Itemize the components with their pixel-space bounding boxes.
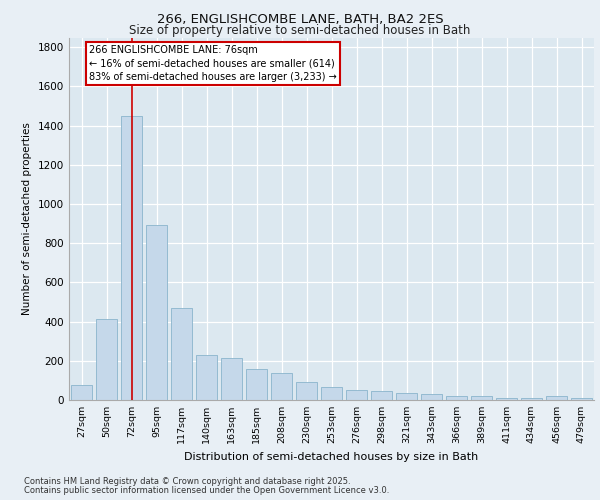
Bar <box>71 386 92 400</box>
Bar <box>321 388 342 400</box>
Text: Size of property relative to semi-detached houses in Bath: Size of property relative to semi-detach… <box>130 24 470 37</box>
Bar <box>221 358 242 400</box>
Bar <box>96 318 117 400</box>
Bar <box>271 372 292 400</box>
X-axis label: Distribution of semi-detached houses by size in Bath: Distribution of semi-detached houses by … <box>184 452 479 462</box>
Bar <box>346 390 367 400</box>
Bar <box>196 355 217 400</box>
Text: Contains HM Land Registry data © Crown copyright and database right 2025.: Contains HM Land Registry data © Crown c… <box>24 477 350 486</box>
Bar <box>421 394 442 400</box>
Bar <box>546 396 567 400</box>
Bar <box>396 392 417 400</box>
Bar <box>121 116 142 400</box>
Text: Contains public sector information licensed under the Open Government Licence v3: Contains public sector information licen… <box>24 486 389 495</box>
Bar <box>171 308 192 400</box>
Text: 266 ENGLISHCOMBE LANE: 76sqm
← 16% of semi-detached houses are smaller (614)
83%: 266 ENGLISHCOMBE LANE: 76sqm ← 16% of se… <box>89 46 337 82</box>
Bar <box>371 391 392 400</box>
Bar <box>296 382 317 400</box>
Bar <box>246 368 267 400</box>
Bar <box>521 398 542 400</box>
Text: 266, ENGLISHCOMBE LANE, BATH, BA2 2ES: 266, ENGLISHCOMBE LANE, BATH, BA2 2ES <box>157 12 443 26</box>
Bar <box>471 396 492 400</box>
Bar <box>446 396 467 400</box>
Y-axis label: Number of semi-detached properties: Number of semi-detached properties <box>22 122 32 315</box>
Bar <box>146 224 167 400</box>
Bar <box>496 398 517 400</box>
Bar <box>571 398 592 400</box>
